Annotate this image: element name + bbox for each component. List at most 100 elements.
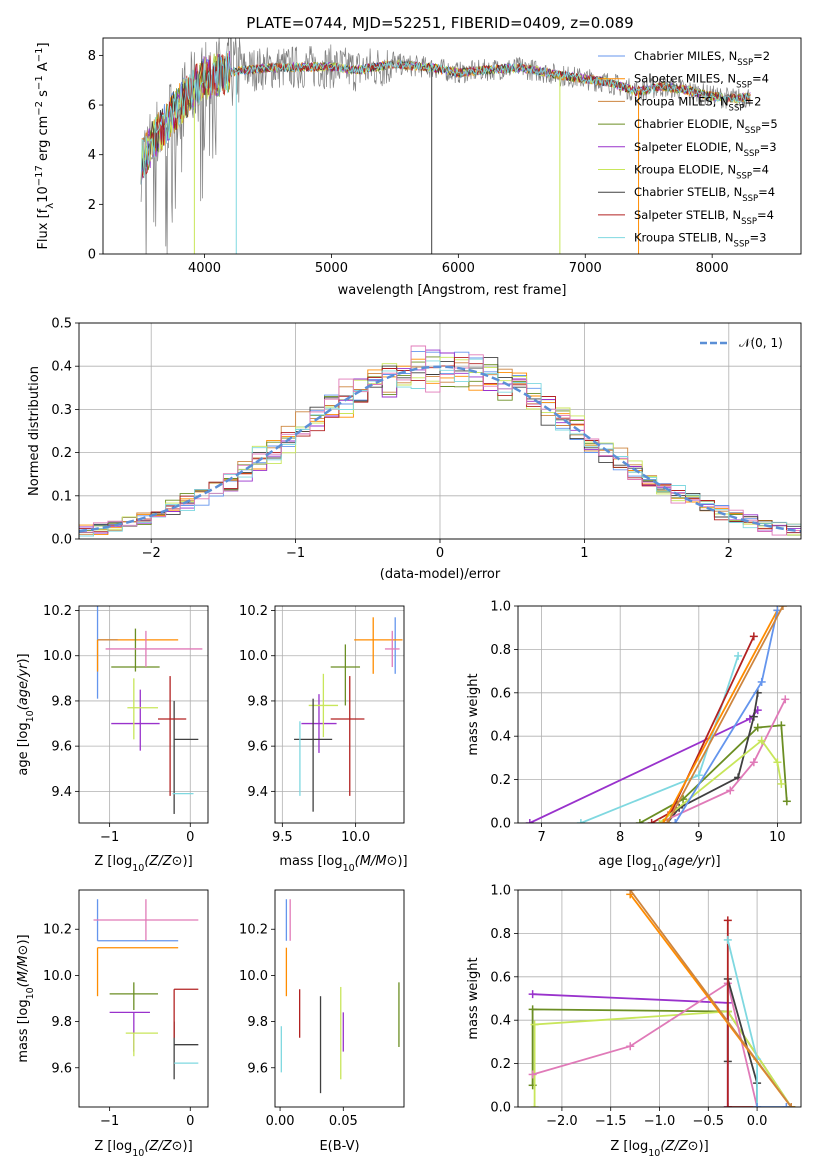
y-tick-label: 0.2 — [490, 1057, 511, 1072]
y-tick-label: 10.2 — [239, 923, 268, 938]
plot-frame — [274, 605, 405, 824]
legend-entry-name: Kroupa ELODIE, N — [634, 163, 736, 177]
y-tick-label: 9.8 — [51, 694, 72, 709]
y-axis-label: mass weight — [466, 673, 481, 755]
y-tick-label: 10.0 — [43, 649, 72, 664]
weight-line-kroupa_miles — [666, 606, 784, 823]
residual-steps — [79, 345, 801, 539]
legend-entry: Kroupa ELODIE, NSSP=4 — [634, 163, 769, 182]
x-tick-label: −1.5 — [595, 1114, 627, 1129]
y-tick-label: 4 — [88, 148, 96, 163]
y-axis-label-part: s — [36, 90, 51, 101]
y-tick-label: 9.6 — [51, 1061, 72, 1076]
y-axis-label-part: ] — [36, 42, 51, 47]
x-tick-label: −1 — [286, 546, 305, 561]
legend-entry-name: Salpeter ELODIE, N — [634, 140, 744, 154]
y-axis-label-part: λ — [45, 203, 56, 209]
axis-label: Z [log10(Z/Z⊙)] — [610, 1139, 708, 1159]
y-axis-label-part: Flux [f — [36, 208, 51, 249]
x-tick-label: −1 — [100, 1114, 119, 1129]
axis-label-main: age [log — [598, 854, 651, 869]
y-axis-label-part: erg cm — [36, 116, 51, 165]
legend-entry-name: Kroupa MILES, N — [634, 94, 729, 108]
y-tick-label: 8 — [88, 49, 96, 64]
axis-label-main: Z [log — [94, 1139, 132, 1154]
x-tick-label: −1 — [100, 830, 119, 845]
legend-entry-name: Salpeter STELIB, N — [634, 208, 741, 222]
legend-entry-name: Chabrier STELIB, N — [634, 185, 742, 199]
y-tick-label: 1.0 — [490, 884, 511, 899]
x-tick-label: 0 — [436, 546, 444, 561]
axis-label-end: ⊙)] — [172, 854, 193, 869]
y-tick-label: 0.4 — [490, 1014, 511, 1029]
x-tick-label: −1.0 — [644, 1114, 676, 1129]
legend-entry-n: =4 — [752, 72, 769, 86]
legend-entry-sub: SSP — [729, 103, 745, 113]
y-tick-label: 10.2 — [239, 604, 268, 619]
axis-label-rest: (M/M — [16, 955, 31, 987]
y-tick-label: 0.0 — [51, 533, 72, 548]
model-spectrum-kroupa_stelib — [140, 51, 751, 185]
y-tick-label: 6 — [88, 99, 96, 114]
x-tick-label: 10.0 — [341, 830, 370, 845]
y-axis-label-part: −1 — [34, 75, 45, 90]
y-tick-label: 0.0 — [490, 1101, 511, 1116]
axis-label-sub: 10 — [343, 863, 355, 874]
axis-label-sub: 10 — [132, 863, 144, 874]
y-axis-label-part: 10 — [36, 186, 51, 203]
weight-line-salpeter_stelib — [726, 920, 758, 1107]
y-tick-label: 0.5 — [51, 317, 72, 332]
legend-entry: Salpeter ELODIE, NSSP=3 — [634, 140, 777, 159]
x-tick-label: 1 — [580, 546, 588, 561]
x-tick-label: 6000 — [442, 261, 475, 276]
axis-label-rest: (Z/Z — [144, 854, 172, 869]
axis-label: Z [log10(Z/Z⊙)] — [94, 854, 192, 874]
mass_vs_EBV-bars — [280, 899, 400, 1094]
legend-entry-sub: SSP — [737, 58, 753, 68]
axis-label-end: ⊙)] — [16, 934, 31, 955]
y-tick-label: 0.0 — [490, 817, 511, 832]
axis-label: age [log10(age/yr)] — [598, 854, 720, 874]
legend-entry-sub: SSP — [741, 217, 757, 227]
axis-label-rest: (age/yr — [664, 854, 712, 869]
plot-frame — [517, 889, 802, 1108]
axis-label-end: ⊙)] — [172, 1139, 193, 1154]
legend-entry-sub: SSP — [736, 81, 752, 91]
normal-curve — [79, 365, 801, 533]
y-tick-label: 10.2 — [43, 604, 72, 619]
x-tick-label: 0.0 — [747, 1114, 768, 1129]
x-tick-label: 10 — [769, 830, 786, 845]
legend-entry-n: =3 — [749, 231, 766, 245]
legend-entry-sub: SSP — [734, 240, 750, 250]
y-tick-label: 10.2 — [43, 923, 72, 938]
x-tick-label: 8000 — [696, 261, 729, 276]
axis-label-end: )] — [16, 653, 31, 663]
y-axis-label: Flux [fλ10−17 erg cm−2 s−1 A−1] — [34, 42, 56, 249]
y-tick-label: 10.0 — [43, 969, 72, 984]
legend-entry-n: =4 — [758, 185, 775, 199]
y-axis-label-part: −1 — [34, 48, 45, 63]
weight-line-kroupa_stelib — [726, 939, 758, 1107]
x-tick-label: −2 — [142, 546, 161, 561]
x-tick-label: 4000 — [188, 261, 221, 276]
mass_vs_EBV-panel: 0.00 0.05 9.6 9.8 10.0 10.2 E(B-V) — [239, 889, 405, 1154]
x-tick-label: −0.5 — [693, 1114, 725, 1129]
x-tick-label: 0.05 — [329, 1114, 358, 1129]
y-tick-label: 1.0 — [490, 600, 511, 615]
legend-entry-n: =5 — [761, 117, 778, 131]
massweight_vs_age-panel: 7 8 9 10 0.0 0.2 0.4 0.6 0.8 1.0 mass weight age [l… — [466, 600, 802, 874]
legend-entry: Kroupa MILES, NSSP=2 — [634, 94, 761, 113]
y-tick-label: 2 — [88, 198, 96, 213]
legend-entry-n: =4 — [752, 163, 769, 177]
massweight_vs_Z-lines — [528, 890, 796, 1107]
y-tick-label: 0.3 — [51, 403, 72, 418]
weight-line-chabrier_stelib — [666, 692, 759, 823]
x-tick-label: 5000 — [315, 261, 348, 276]
y-tick-label: 9.8 — [247, 694, 268, 709]
legend-entry-n: =2 — [744, 94, 761, 108]
y-tick-label: 9.6 — [247, 1061, 268, 1076]
axis-label-rest: (Z/Z — [144, 1139, 172, 1154]
y-axis-label-part: −2 — [34, 101, 45, 116]
massweight_vs_age-lines — [525, 606, 791, 823]
legend-entry-sub: SSP — [742, 194, 758, 204]
